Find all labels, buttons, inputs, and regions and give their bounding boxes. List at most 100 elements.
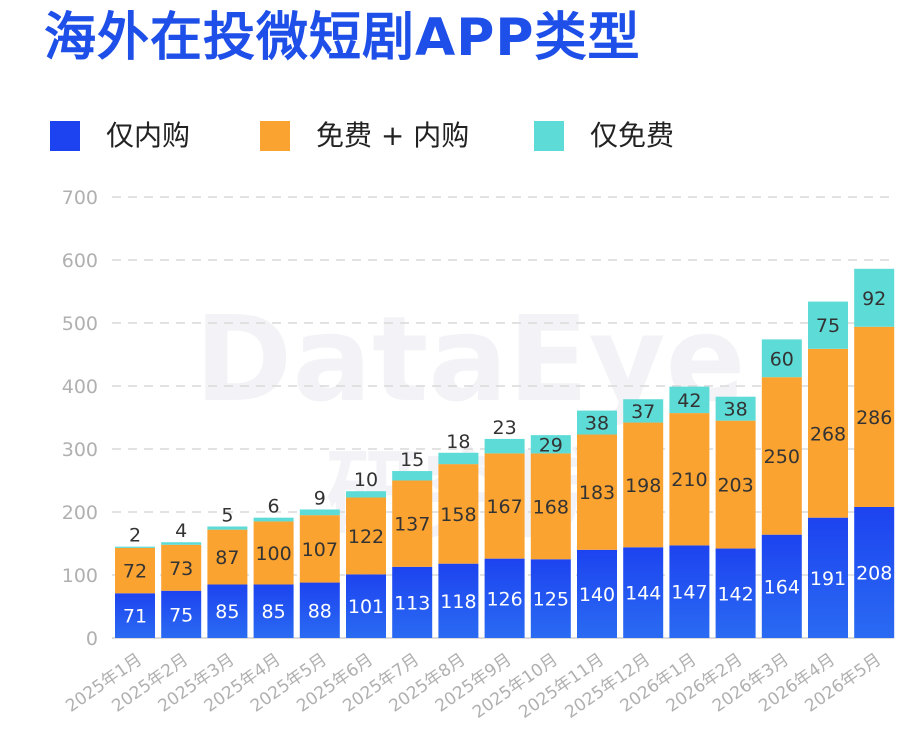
bar-segment-free-only [346,491,386,498]
bar-segment-free-only [115,546,155,548]
y-tick-label: 600 [62,250,98,272]
data-label-free-plus-paid: 268 [810,423,846,445]
bar-segment-free-plus-paid [253,521,294,585]
data-label-paid-only: 113 [394,592,430,614]
bar-segment-paid-only [669,545,710,638]
data-label-paid-only: 75 [169,604,193,626]
bar-segment-free-only [808,301,848,349]
y-tick-label: 100 [62,565,98,587]
bar-segment-paid-only [761,534,802,638]
bar-segment-paid-only [299,582,340,638]
bar-segment-paid-only [253,584,294,638]
data-label-free-only: 4 [175,520,187,542]
data-label-free-plus-paid: 122 [348,526,384,548]
y-tick-label: 400 [62,376,98,398]
data-label-paid-only: 88 [308,600,332,622]
data-label-free-only: 23 [493,417,517,439]
bar-segment-paid-only [715,548,756,638]
data-label-paid-only: 101 [348,596,384,618]
data-label-free-only: 75 [816,315,840,337]
data-label-free-only: 37 [631,401,655,423]
legend-label-paid-only: 仅内购 [106,119,191,152]
data-label-free-plus-paid: 210 [671,469,707,491]
data-label-paid-only: 125 [533,589,569,611]
bar-segment-free-only [623,399,664,423]
bar-segment-paid-only [530,559,571,638]
data-label-free-plus-paid: 198 [625,475,661,497]
bar-segment-free-only [577,410,617,435]
data-label-paid-only: 191 [810,568,846,590]
bar-segment-paid-only [438,563,479,638]
bar-segment-paid-only [854,506,895,638]
legend-label-free-only: 仅免费 [590,119,675,152]
data-label-free-plus-paid: 168 [533,496,569,518]
data-label-free-plus-paid: 203 [717,475,753,497]
data-label-free-only: 9 [314,487,326,509]
data-label-free-only: 15 [400,449,424,471]
y-tick-label: 300 [62,439,98,461]
bar-segment-free-only [253,517,294,522]
data-label-paid-only: 142 [717,583,753,605]
bar-segment-free-only [438,452,479,465]
bar-segment-free-plus-paid [854,326,895,507]
data-label-free-only: 6 [268,496,280,518]
data-label-free-only: 29 [539,434,563,456]
data-label-free-plus-paid: 100 [255,543,291,565]
data-label-paid-only: 71 [123,606,147,628]
bar-segment-free-plus-paid [484,453,525,559]
data-label-free-only: 18 [446,431,470,453]
legend-swatch-free-plus-paid [260,121,290,151]
bar-segment-free-plus-paid [207,529,248,585]
data-label-free-only: 42 [677,390,701,412]
data-label-free-plus-paid: 72 [123,561,147,583]
data-label-free-plus-paid: 286 [856,407,892,429]
bar-segment-free-plus-paid [577,434,617,550]
data-label-free-plus-paid: 167 [486,496,522,518]
bar-segment-free-only [530,435,571,454]
bar-segment-free-plus-paid [346,497,386,575]
data-label-paid-only: 140 [579,584,615,606]
bar-segment-free-plus-paid [438,464,479,564]
data-label-paid-only: 118 [440,591,476,613]
bar-segment-free-plus-paid [161,544,202,591]
data-label-free-only: 10 [354,469,378,491]
bar-segment-free-plus-paid [299,515,340,583]
data-label-paid-only: 85 [262,601,286,623]
data-label-paid-only: 126 [486,588,522,610]
bar-segment-free-plus-paid [530,453,571,560]
data-label-paid-only: 144 [625,583,661,605]
bar-segment-free-only [484,438,525,454]
bar-segment-free-plus-paid [808,348,848,518]
data-label-free-plus-paid: 158 [440,504,476,526]
data-label-free-plus-paid: 107 [302,539,338,561]
data-label-free-only: 5 [221,504,233,526]
data-label-free-only: 60 [770,348,794,370]
bar-segment-free-only [761,339,802,378]
y-tick-label: 500 [62,313,98,335]
y-tick-label: 200 [62,502,98,524]
data-label-free-plus-paid: 183 [579,482,615,504]
bar-segment-paid-only [346,574,386,638]
bar-segment-paid-only [808,517,848,638]
data-label-free-only: 2 [129,525,141,547]
legend-label-free-plus-paid: 免费 + 内购 [316,119,470,152]
bar-segment-free-only [854,268,895,327]
data-label-free-plus-paid: 250 [764,446,800,468]
data-label-free-only: 38 [585,413,609,435]
bar-segment-paid-only [484,558,525,638]
y-tick-label: 0 [86,628,98,650]
data-label-paid-only: 85 [215,601,239,623]
bar-segment-free-plus-paid [392,480,433,567]
bar-segment-free-plus-paid [715,420,756,549]
bar-segment-free-only [161,542,202,545]
data-label-free-plus-paid: 87 [215,547,239,569]
bar-segment-free-plus-paid [623,422,664,548]
bar-segment-free-only [715,396,756,421]
data-label-free-only: 38 [724,399,748,421]
bar-segment-paid-only [577,549,617,638]
bar-segment-free-only [207,526,248,530]
data-label-free-plus-paid: 137 [394,514,430,536]
data-label-paid-only: 208 [856,562,892,584]
bar-segment-free-only [669,386,710,414]
y-tick-label: 700 [62,187,98,209]
